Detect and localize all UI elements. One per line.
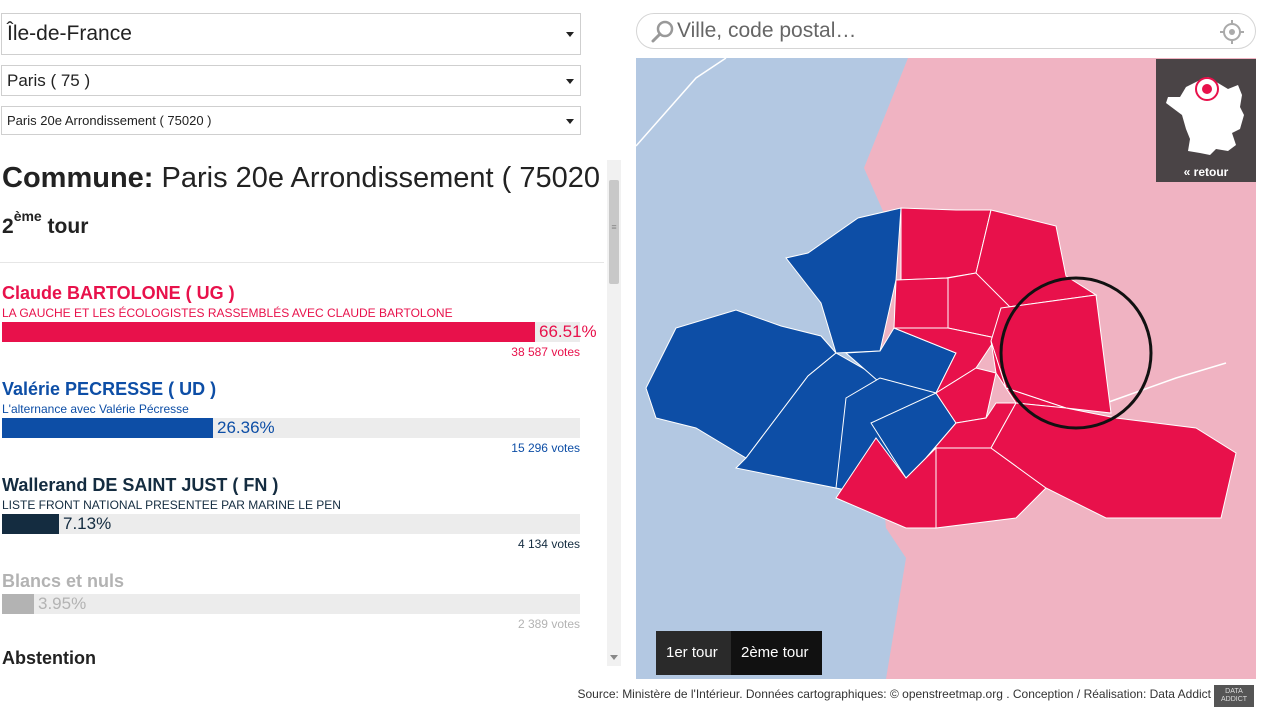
candidate-list: LA GAUCHE ET LES ÉCOLOGISTES RASSEMBLÉS … (2, 306, 453, 320)
map-canvas[interactable] (636, 58, 1256, 679)
result-votes: 4 134 votes (517, 537, 580, 551)
search-icon (651, 20, 674, 43)
candidate-result: Wallerand DE SAINT JUST ( FN ) LISTE FRO… (2, 475, 580, 551)
result-bar-fill (2, 418, 213, 438)
tour-heading: 2ème tour (2, 208, 89, 238)
scrollbar[interactable] (607, 160, 621, 666)
search-input[interactable] (677, 19, 1217, 43)
result-bar-fill (2, 514, 59, 534)
commune-select[interactable]: Paris 20e Arrondissement ( 75020 ) (1, 106, 581, 135)
page-title: Commune: Paris 20e Arrondissement ( 7502… (2, 162, 618, 195)
chevron-down-icon (566, 78, 574, 84)
result-bar: 7.13% (2, 514, 580, 534)
minimap[interactable] (1156, 59, 1256, 182)
blancs-result: Blancs et nuls 3.95% 2 389 votes (2, 571, 580, 631)
candidate-list: LISTE FRONT NATIONAL PRESENTEE PAR MARIN… (2, 498, 341, 512)
candidate-name: Claude BARTOLONE ( UG ) (2, 283, 235, 303)
title-label: Commune: (2, 162, 154, 194)
candidate-result: Valérie PECRESSE ( UD ) L'alternance ave… (2, 379, 580, 455)
result-votes: 15 296 votes (511, 441, 580, 455)
result-percent: 26.36% (217, 418, 275, 437)
grip-icon: ≡ (611, 222, 617, 232)
red-districts[interactable] (835, 207, 1237, 529)
result-votes: 38 587 votes (511, 345, 580, 359)
result-bar: 66.51% (2, 322, 597, 342)
divider (0, 262, 604, 263)
department-select-value: Paris ( 75 ) (7, 70, 91, 90)
scrollbar-thumb[interactable] (609, 180, 619, 284)
candidate-name: Wallerand DE SAINT JUST ( FN ) (2, 475, 279, 495)
result-bar-fill (2, 322, 535, 342)
search-bar[interactable] (636, 13, 1256, 49)
chevron-down-icon (566, 32, 574, 37)
scroll-down-icon[interactable] (610, 655, 618, 660)
selection-circle (999, 276, 1153, 430)
region-select-value: Île-de-France (7, 22, 132, 45)
title-value: Paris 20e Arrondissement ( 75020 ) (161, 162, 618, 194)
tour-1-button[interactable]: 1er tour (656, 631, 731, 675)
department-select[interactable]: Paris ( 75 ) (1, 65, 581, 96)
map[interactable] (636, 58, 1256, 679)
footer-source: Source: Ministère de l'Intérieur. Donnée… (577, 687, 1212, 701)
result-votes: 2 389 votes (517, 617, 580, 631)
result-bar: 3.95% (2, 594, 580, 614)
result-bar-fill (2, 594, 34, 614)
abstention-heading: Abstention (2, 648, 96, 668)
result-bar: 26.36% (2, 418, 580, 438)
candidate-name: Blancs et nuls (2, 571, 125, 591)
retour-link[interactable]: « retour (1183, 165, 1229, 179)
commune-select-value: Paris 20e Arrondissement ( 75020 ) (7, 113, 212, 128)
result-percent: 66.51% (539, 322, 597, 341)
france-icon (1166, 77, 1244, 155)
candidate-name: Valérie PECRESSE ( UD ) (2, 379, 217, 399)
candidate-result: Claude BARTOLONE ( UG ) LA GAUCHE ET LES… (2, 283, 597, 359)
result-percent: 7.13% (63, 514, 112, 533)
blue-districts[interactable] (645, 207, 957, 499)
result-percent: 3.95% (38, 594, 87, 613)
tour-2-button[interactable]: 2ème tour (731, 631, 822, 675)
candidate-list: L'alternance avec Valérie Pécresse (2, 402, 189, 416)
region-select[interactable]: Île-de-France (1, 13, 581, 55)
tour-switch: 1er tour 2ème tour (656, 631, 822, 675)
locate-icon[interactable] (1219, 19, 1245, 45)
data-addict-logo: DATA ADDICT (1214, 685, 1254, 707)
chevron-down-icon (566, 118, 574, 124)
